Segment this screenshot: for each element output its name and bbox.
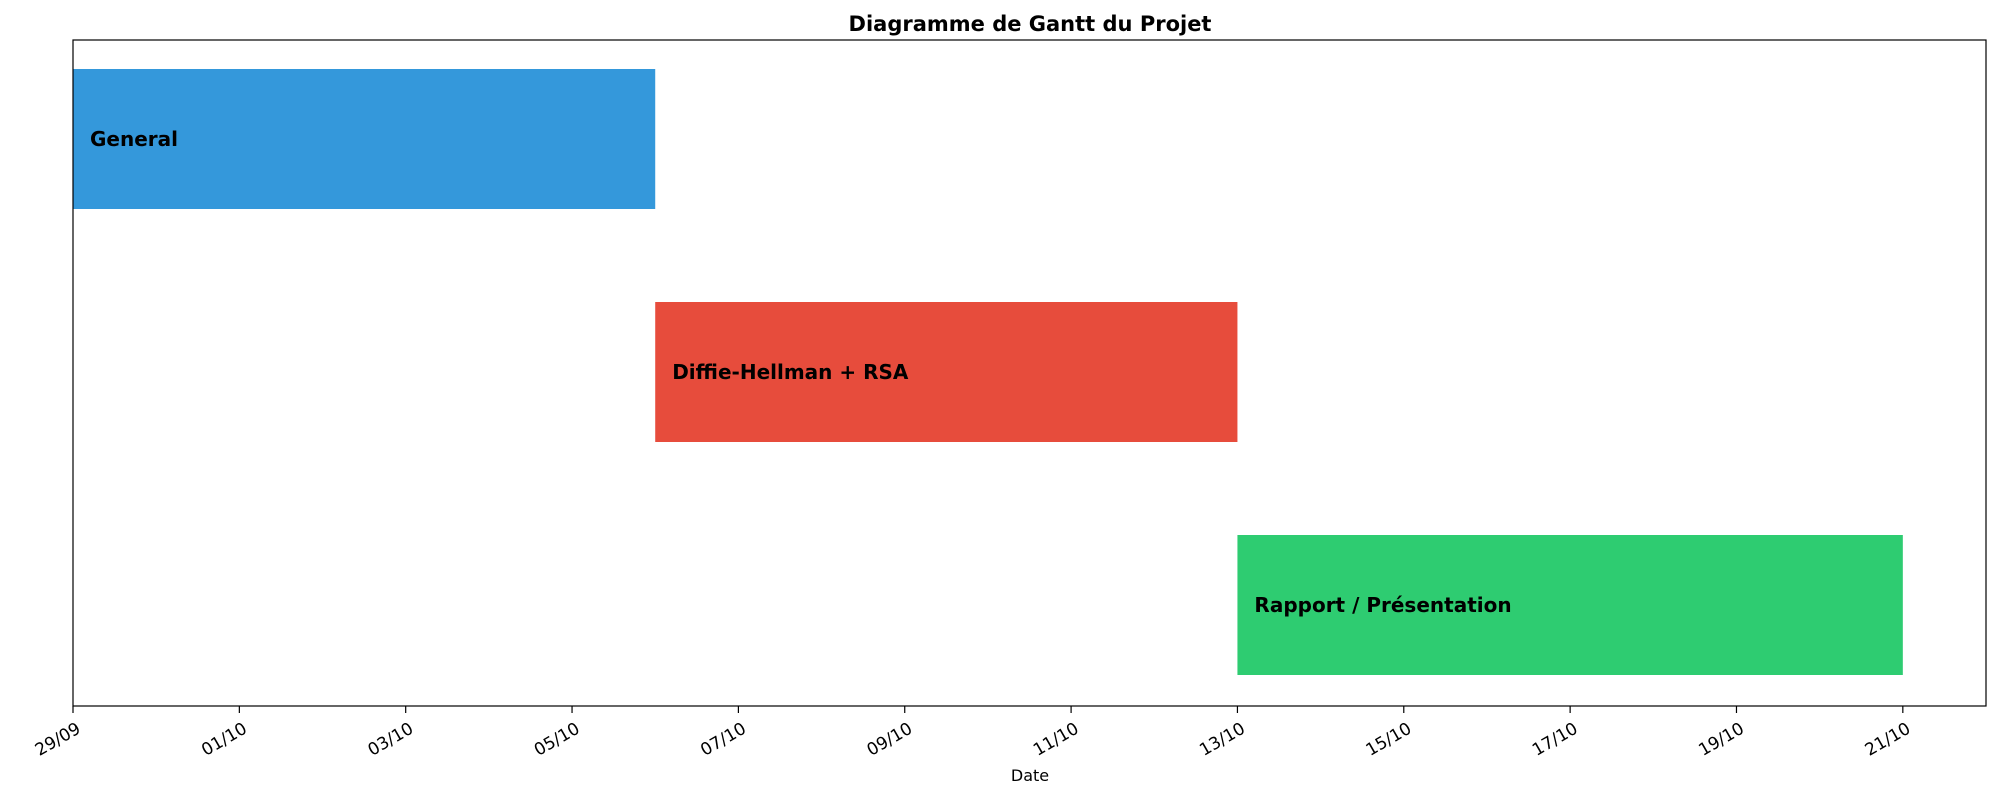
task-bar-label: Rapport / Présentation	[1254, 593, 1511, 617]
x-tick-label: 17/10	[1529, 719, 1581, 761]
task-bar	[1237, 535, 1903, 675]
x-tick-label: 19/10	[1695, 719, 1747, 761]
x-tick-label: 29/09	[32, 719, 84, 761]
x-tick-label: 01/10	[198, 719, 250, 761]
plot-area-frame	[72, 39, 1987, 707]
x-axis-ticks: 29/09 01/10 03/10 05/10 07/10 09/10 11/10 13/10…	[32, 706, 1914, 761]
x-tick-label: 11/10	[1030, 719, 1082, 761]
x-tick-label: 21/10	[1862, 719, 1914, 761]
x-tick-label: 13/10	[1196, 719, 1248, 761]
x-tick-label: 03/10	[365, 719, 417, 761]
x-tick-label: 15/10	[1363, 719, 1415, 761]
task-bars: General Diffie-Hellman + RSA Rapport / Pré…	[73, 69, 1903, 675]
task-bar	[655, 302, 1238, 442]
task-bar-label: General	[90, 127, 178, 151]
x-tick-label: 09/10	[864, 719, 916, 761]
x-tick-label: 05/10	[531, 719, 583, 761]
chart-title: Diagramme de Gantt du Projet	[849, 12, 1212, 36]
x-axis-label: Date	[1011, 766, 1049, 785]
task-bar-label: Diffie-Hellman + RSA	[672, 360, 909, 384]
x-tick-label: 07/10	[697, 719, 749, 761]
task-bar	[73, 69, 656, 209]
